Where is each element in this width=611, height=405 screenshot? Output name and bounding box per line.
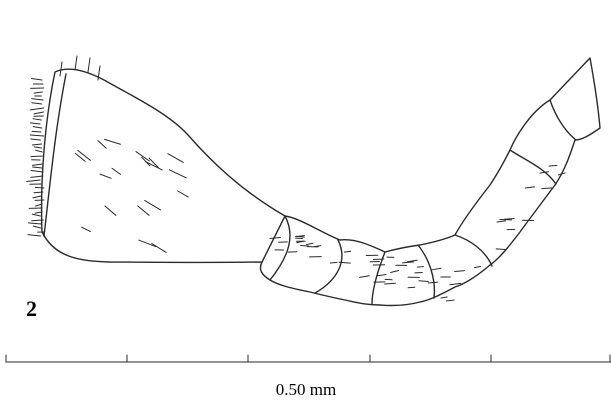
seta <box>31 176 43 177</box>
seta <box>33 226 40 228</box>
seta <box>27 180 40 181</box>
seta <box>385 283 396 284</box>
seta <box>112 168 121 174</box>
seta <box>60 62 62 76</box>
scale-bar: 0.50 mm <box>6 355 611 399</box>
seta <box>28 223 41 224</box>
seta <box>408 287 415 288</box>
seta <box>31 156 42 157</box>
seta <box>34 92 42 93</box>
seta <box>75 56 77 70</box>
seta <box>145 200 161 209</box>
seta <box>35 150 42 152</box>
seta <box>136 152 149 161</box>
seta <box>33 196 41 198</box>
seta <box>441 297 447 298</box>
seta <box>32 103 42 104</box>
seta <box>138 206 149 216</box>
seta <box>474 266 480 267</box>
seta <box>360 276 370 278</box>
seta <box>540 172 548 173</box>
seta <box>152 243 166 252</box>
seta <box>391 271 399 273</box>
seta <box>428 282 438 283</box>
seta <box>82 227 91 231</box>
seta <box>432 268 441 270</box>
seta <box>32 99 43 100</box>
seta <box>34 147 41 148</box>
seta <box>549 165 557 166</box>
seta <box>344 251 350 252</box>
seta <box>417 267 423 268</box>
seta <box>169 170 186 178</box>
seta <box>504 218 514 219</box>
seta <box>377 275 386 276</box>
seta <box>35 187 44 188</box>
seta <box>34 112 44 114</box>
seta <box>330 262 337 263</box>
seta <box>88 58 90 72</box>
scale-label: 0.50 mm <box>276 380 336 399</box>
setae <box>27 56 566 301</box>
seta <box>33 119 41 120</box>
seta <box>496 249 505 250</box>
seta <box>32 214 40 216</box>
seta <box>497 221 505 222</box>
seta <box>525 187 534 188</box>
seta <box>374 259 384 260</box>
seta <box>307 243 313 244</box>
seta <box>105 206 116 215</box>
seta <box>32 78 42 80</box>
seta <box>78 150 91 160</box>
figure-label: 2 <box>26 296 37 321</box>
seta <box>28 235 41 236</box>
seta <box>33 167 43 168</box>
seta <box>33 164 43 165</box>
figure: 2 0.50 mm <box>0 0 611 405</box>
seta <box>100 174 111 178</box>
seta <box>31 139 41 140</box>
seta <box>542 188 553 189</box>
seta <box>98 141 106 149</box>
seta <box>270 237 280 238</box>
seta <box>30 135 43 136</box>
seta <box>168 154 184 163</box>
seta <box>33 127 42 128</box>
seta <box>31 171 43 172</box>
seta <box>139 240 156 246</box>
seta <box>455 271 465 272</box>
seta <box>314 246 321 247</box>
seta <box>105 139 121 144</box>
antenna-drawing <box>27 56 600 306</box>
seta <box>30 123 40 124</box>
seta <box>419 281 428 282</box>
seta <box>450 283 461 284</box>
seta <box>32 131 41 132</box>
seta <box>32 144 41 145</box>
seta <box>446 300 454 301</box>
seta <box>178 191 189 197</box>
seta <box>30 108 44 110</box>
